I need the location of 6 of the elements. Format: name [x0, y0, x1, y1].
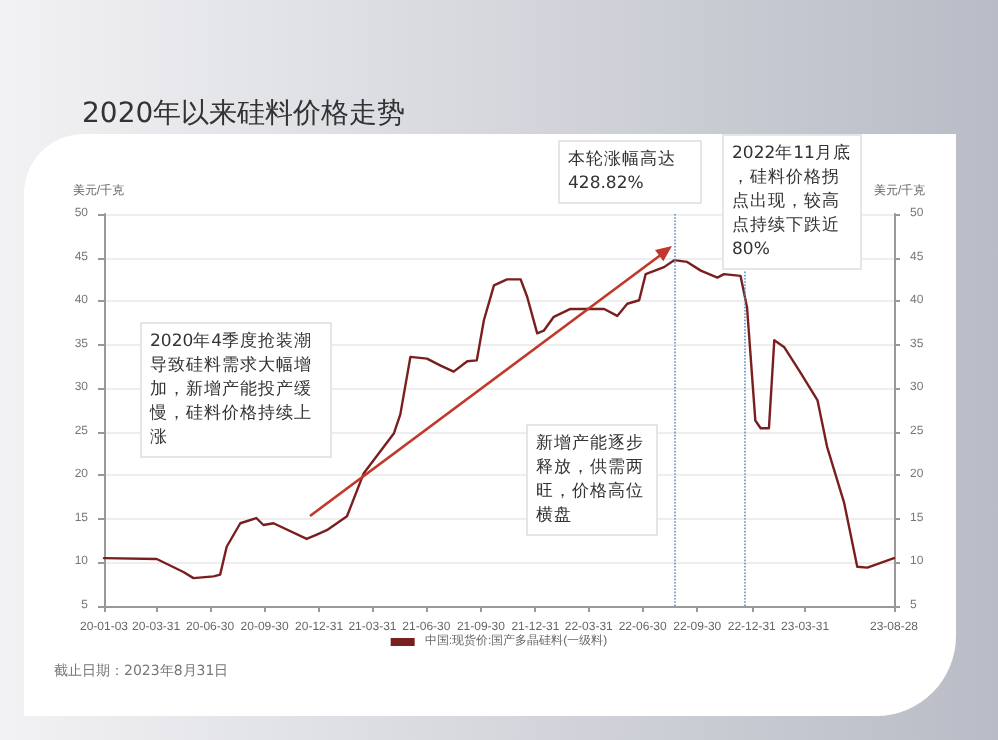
text: 本轮涨幅高达428.82%: [568, 148, 676, 194]
annotation: 2020年4季度抢装潮导致硅料需求大幅增加，新增产能投产缓慢，硅料价格持续上涨: [148, 330, 313, 448]
chart-title: 2020年以来硅料价格走势: [82, 98, 406, 130]
line-series: [102, 258, 896, 580]
annotation: 2022年11月底，硅料价格拐点出现，较高点持续下跌近80%: [732, 142, 851, 260]
annotation: 新增产能逐步释放，供需两旺，价格高位横盘: [536, 432, 644, 526]
